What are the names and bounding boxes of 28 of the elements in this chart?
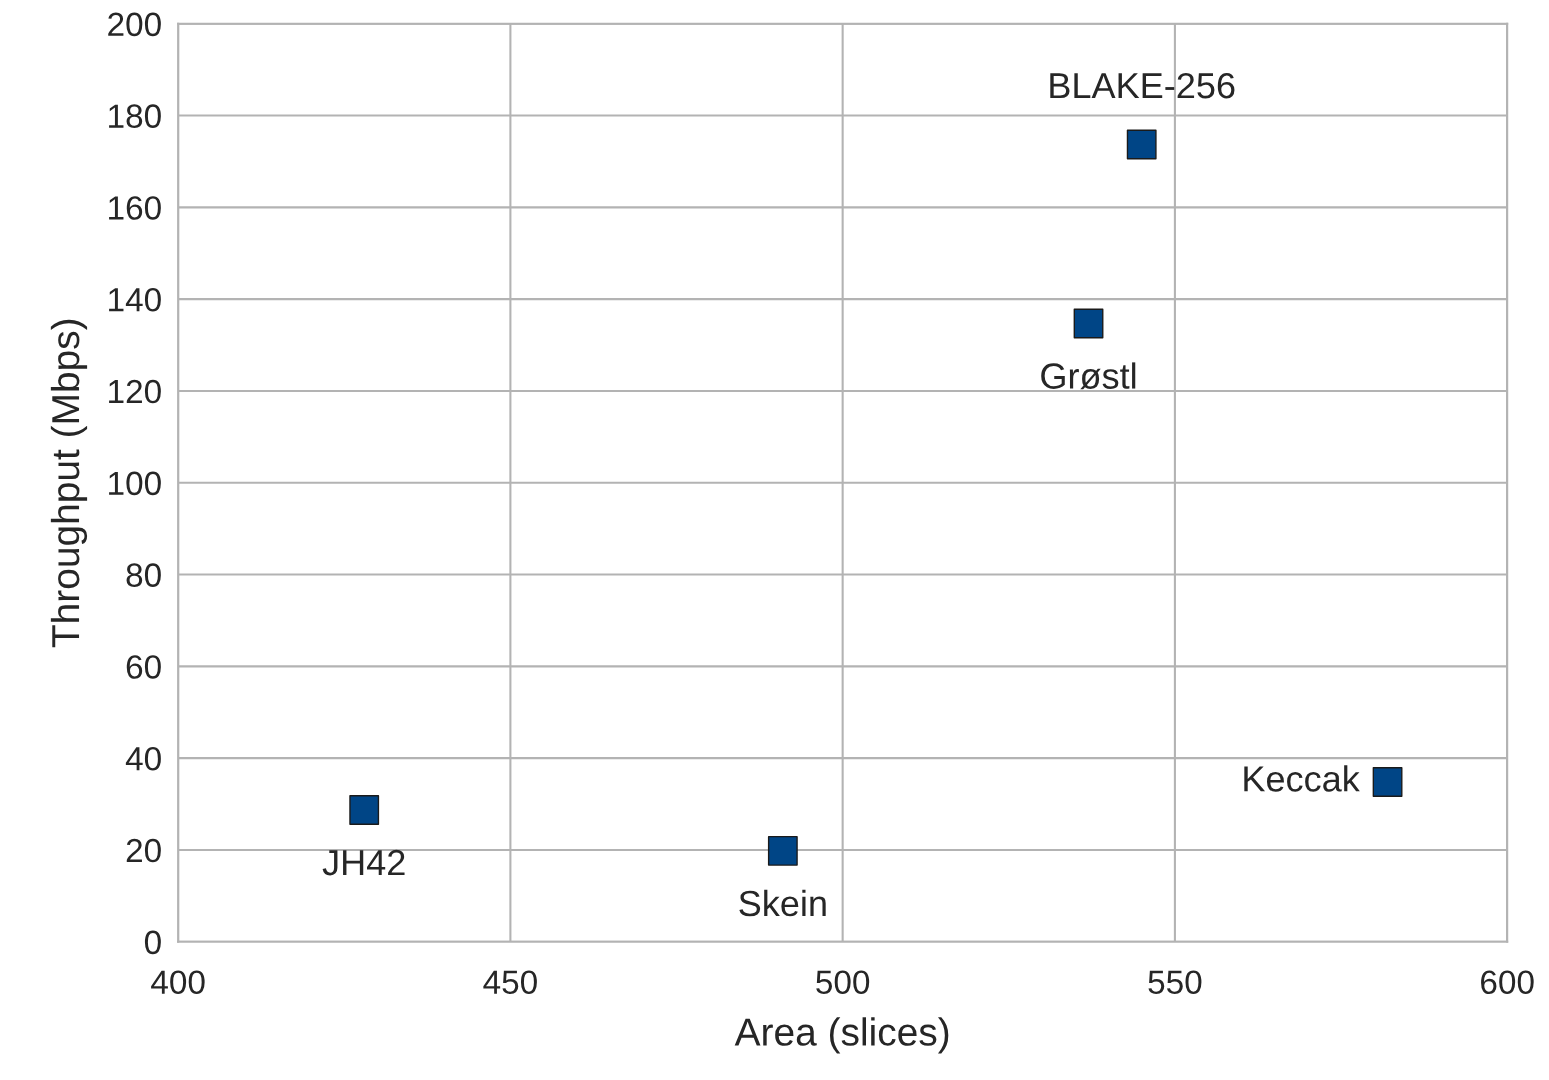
x-axis-title: Area (slices) xyxy=(734,1017,949,1054)
y-tick-label: 80 xyxy=(126,563,161,587)
annotation: Grøstl xyxy=(1041,362,1136,390)
point xyxy=(1372,767,1403,797)
y-tick-label: 160 xyxy=(109,196,161,220)
y-axis-title: Throughput (Mbps) xyxy=(50,319,88,648)
annotation: Keccak xyxy=(1244,765,1360,792)
x-tick-label: 400 xyxy=(151,970,205,995)
y-tick-label: 0 xyxy=(144,930,161,955)
annotation: Skein xyxy=(739,889,826,917)
y-tick-label: 60 xyxy=(126,655,161,679)
y-tick-label: 100 xyxy=(109,471,161,496)
y-tick-label: 120 xyxy=(109,379,161,404)
point xyxy=(349,795,380,825)
x-tick-label: 450 xyxy=(483,970,537,995)
point xyxy=(1073,308,1104,339)
annotation: BLAKE-256 xyxy=(1050,72,1235,99)
y-tick-label: 200 xyxy=(108,12,161,37)
point xyxy=(1126,129,1157,160)
x-tick-label: 500 xyxy=(816,970,870,995)
point xyxy=(767,835,798,866)
x-tick-label: 550 xyxy=(1148,970,1202,995)
y-tick-label: 140 xyxy=(109,287,161,312)
y-tick-label: 40 xyxy=(125,746,161,771)
y-tick-label: 20 xyxy=(126,838,161,863)
annotation: JH42 xyxy=(322,849,405,876)
x-tick-label: 600 xyxy=(1481,970,1534,995)
y-tick-label: 180 xyxy=(109,104,161,128)
